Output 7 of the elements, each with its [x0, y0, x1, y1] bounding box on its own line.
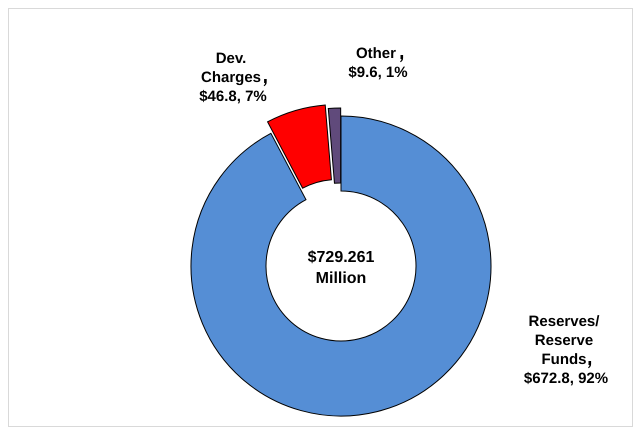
slice-label: Dev. Charges	[200, 50, 262, 86]
slice-label: Other	[356, 45, 396, 62]
slice-label: Reserves/ Reserve Funds	[528, 313, 600, 368]
data-label: $9.6, 1%	[348, 64, 408, 81]
data-label: $46.8, 7%	[199, 88, 267, 105]
text: $729.261 Million	[308, 249, 374, 287]
data-label: $672.8, 92%	[524, 370, 608, 387]
